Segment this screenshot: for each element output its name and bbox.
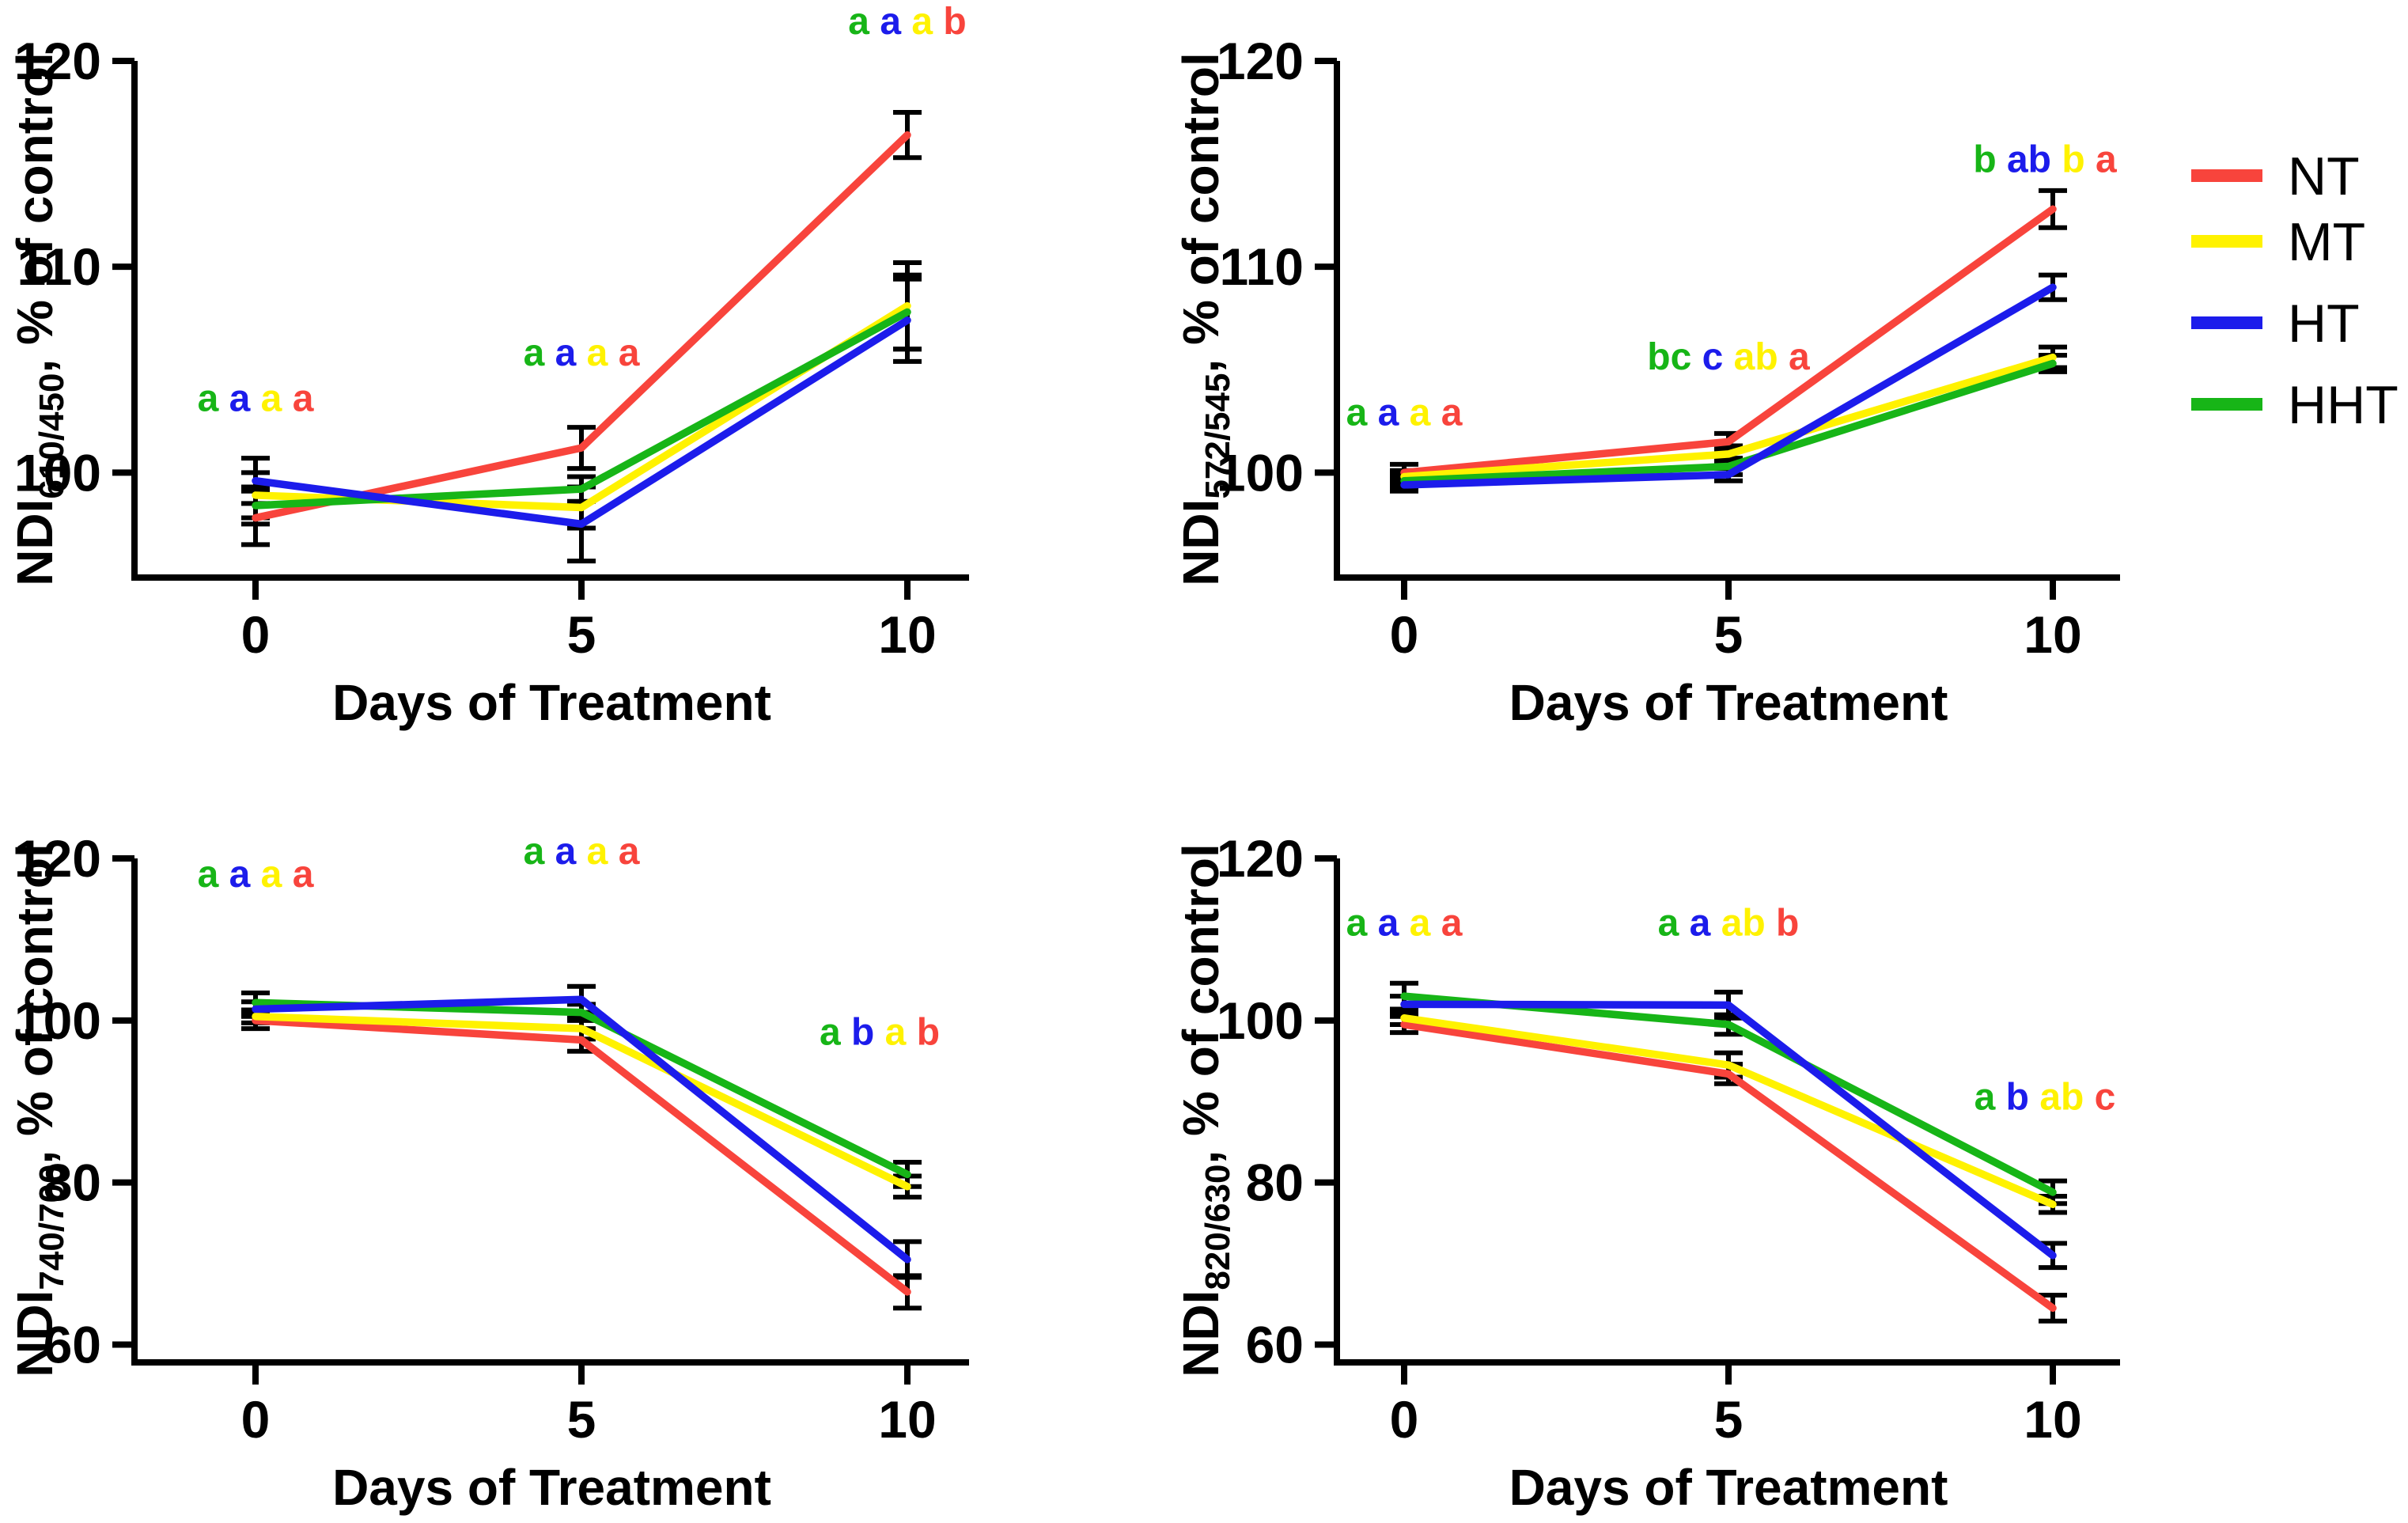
y-tick-label: 100 (14, 443, 101, 502)
y-tick-label: 60 (44, 1315, 101, 1373)
y-axis-title: NDI820/630, % of control (1172, 843, 1237, 1377)
series-line-NT (252, 1017, 911, 1296)
y-axis-title: NDI740/700, % of control (6, 843, 71, 1377)
legend-item-MT: MT (2191, 212, 2365, 272)
series-line-MT (1400, 353, 2057, 481)
series-line-NT (1400, 1021, 2057, 1313)
sig-letters: a b ab c (1974, 1076, 2116, 1118)
x-axis-title: Days of Treatment (332, 1459, 771, 1516)
x-axis-title: Days of Treatment (332, 674, 771, 731)
y-tick-label: 60 (1246, 1315, 1304, 1373)
legend-label-MT: MT (2288, 212, 2365, 272)
y-tick-label: 100 (14, 991, 101, 1050)
axis-frame (1334, 858, 2120, 1366)
axis-frame (131, 858, 969, 1366)
legend-item-NT: NT (2191, 146, 2360, 206)
series-line-NT (1400, 205, 2057, 477)
x-tick-label: 10 (878, 605, 936, 664)
series-line-HT (1400, 283, 2057, 489)
x-tick-label: 10 (2024, 605, 2081, 664)
y-axis-title: NDI572/545, % of control (1172, 52, 1237, 586)
axis-frame (1334, 61, 2120, 581)
x-tick-label: 10 (878, 1390, 936, 1449)
sig-letters: bc c ab a (1647, 336, 1810, 378)
sig-letters: a a a a (524, 332, 640, 374)
axis-frame (131, 61, 969, 581)
sig-letters: a a a a (524, 831, 640, 873)
chart-ndi-610-450: 120 110 100 0 5 10 Days of Treatment NDI610/450… (6, 1, 969, 731)
series-line-HHT (252, 308, 911, 510)
series-line-MT (252, 1012, 911, 1191)
x-tick-label: 0 (241, 1390, 271, 1449)
series-line-HT (252, 995, 911, 1263)
x-tick-label: 5 (567, 605, 596, 664)
sig-letters: a a a b (848, 1, 966, 43)
y-tick-label: 100 (1217, 991, 1304, 1050)
series-line-HT (1400, 1000, 2057, 1260)
legend-label-HHT: HHT (2288, 375, 2399, 435)
series-line-HHT (1400, 359, 2057, 485)
y-tick-label: 120 (14, 829, 101, 888)
y-axis-title: NDI610/450, % of control (6, 52, 71, 586)
series-line-MT (1400, 1014, 2057, 1209)
y-tick-label: 110 (17, 237, 101, 296)
sig-letters: a a a a (1346, 902, 1463, 944)
x-tick-label: 0 (241, 605, 271, 664)
y-tick-label: 120 (1217, 32, 1304, 90)
chart-ndi-572-545: 120 110 100 0 5 10 Days of Treatment NDI572/545… (1172, 32, 2120, 731)
y-tick-label: 80 (44, 1154, 101, 1212)
y-tick-label: 100 (1217, 443, 1304, 502)
sig-letters: a a a a (198, 377, 314, 419)
chart-ndi-740-700: 120 100 80 60 0 5 10 Days of Treatment NDI740/70… (6, 829, 969, 1516)
sig-letters: b ab b a (1973, 138, 2117, 180)
x-tick-label: 0 (1390, 605, 1419, 664)
y-tick-label: 120 (14, 32, 101, 90)
x-tick-label: 0 (1390, 1390, 1419, 1449)
x-tick-label: 5 (1714, 605, 1744, 664)
y-tick-label: 110 (1220, 237, 1304, 296)
x-axis-title: Days of Treatment (1509, 674, 1948, 731)
x-tick-label: 10 (2024, 1390, 2081, 1449)
y-tick-label: 80 (1246, 1154, 1304, 1212)
y-tick-label: 120 (1217, 829, 1304, 888)
chart-ndi-820-630: 120 100 80 60 0 5 10 Days of Treatment NDI820/63… (1172, 829, 2120, 1516)
series-line-HT (252, 316, 911, 529)
sig-letters: a a ab b (1658, 902, 1800, 944)
x-axis-title: Days of Treatment (1509, 1459, 1948, 1516)
sig-letters: a a a a (198, 854, 314, 896)
legend-label-HT: HT (2288, 294, 2360, 354)
legend-label-NT: NT (2288, 146, 2360, 206)
sig-letters: a b a b (820, 1012, 940, 1054)
sig-letters: a a a a (1346, 392, 1463, 434)
legend-item-HHT: HHT (2191, 375, 2399, 435)
x-tick-label: 5 (567, 1390, 596, 1449)
x-tick-label: 5 (1714, 1390, 1744, 1449)
legend-item-HT: HT (2191, 294, 2360, 354)
